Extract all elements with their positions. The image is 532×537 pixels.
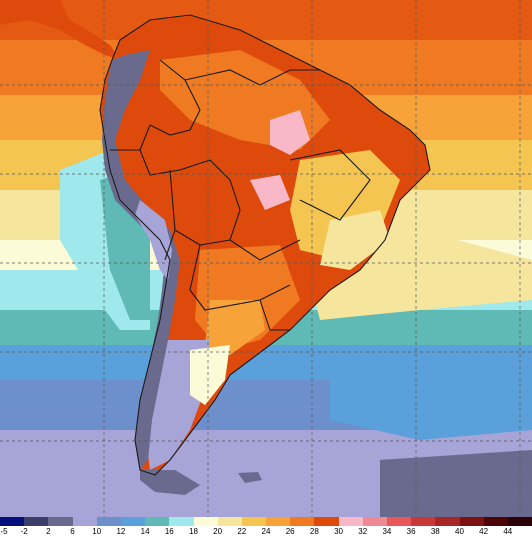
legend-tick-label: 24 <box>261 527 271 536</box>
legend-swatch <box>241 517 267 526</box>
legend-tick-label: -2 <box>20 527 28 536</box>
temperature-legend: -5 -2 2 6 10 12 14 16 18 20 22 24 26 28 30 32 34 36 38 40 42… <box>0 517 532 537</box>
pampas-yellow <box>205 300 265 355</box>
legend-swatch <box>459 517 484 526</box>
legend-swatch <box>217 517 242 526</box>
legend-tick-label: 26 <box>285 527 295 536</box>
legend-tick-label: 40 <box>455 527 464 536</box>
legend-swatch <box>145 517 170 526</box>
legend-tick-label: 6 <box>70 527 75 536</box>
legend-swatch <box>193 517 218 526</box>
temperature-map <box>0 0 532 517</box>
legend-swatch <box>314 517 339 526</box>
legend-tick-label: 34 <box>382 527 392 536</box>
patagonia-cream <box>190 345 230 405</box>
legend-tick-label: 12 <box>116 527 126 536</box>
legend-swatch <box>0 517 25 526</box>
country-borders <box>99 14 431 476</box>
legend-swatch <box>483 517 508 526</box>
legend-tick-label: 28 <box>309 527 319 536</box>
legend-tick-label: 30 <box>334 527 343 536</box>
brazil-coast-pale <box>320 210 390 270</box>
legend-swatch <box>48 517 73 526</box>
legend-tick-label: 20 <box>213 527 223 536</box>
legend-swatch <box>507 517 532 526</box>
legend-tick-label: 36 <box>406 527 416 536</box>
graticule <box>0 0 532 517</box>
legend-tick-label: 18 <box>189 527 198 536</box>
legend-tick-label: 16 <box>164 527 174 536</box>
legend-swatch <box>120 517 146 526</box>
legend-tick-label: 10 <box>92 527 102 536</box>
legend-swatch <box>266 517 291 526</box>
legend-swatch <box>290 517 315 526</box>
legend-swatch <box>387 517 412 526</box>
falkland-islands <box>238 472 262 483</box>
legend-swatch <box>338 517 363 526</box>
central-america <box>0 0 120 60</box>
legend-swatch <box>24 517 49 526</box>
tierra-del-fuego <box>140 470 200 495</box>
legend-tick-label: 32 <box>358 527 368 536</box>
legend-swatch <box>72 517 97 526</box>
legend-tick-label: 42 <box>479 527 489 536</box>
legend-tick-label: 22 <box>237 527 247 536</box>
atlantic-cool-patch <box>330 370 532 440</box>
legend-tick-label: 2 <box>46 527 51 536</box>
legend-swatch <box>169 517 194 526</box>
legend-swatch <box>435 517 460 526</box>
legend-color-bar <box>0 517 532 526</box>
legend-swatch <box>411 517 436 526</box>
legend-swatch <box>362 517 387 526</box>
andes-strip <box>102 50 180 470</box>
legend-swatch <box>96 517 121 526</box>
andes-highlight <box>135 200 172 280</box>
legend-tick-label: 14 <box>140 527 150 536</box>
pink-hotspot-2 <box>250 175 290 210</box>
southern-dark-patch <box>380 450 532 517</box>
pink-hotspot-1 <box>270 110 310 155</box>
legend-tick-label: 44 <box>503 527 513 536</box>
legend-tick-label: -5 <box>0 527 8 536</box>
legend-tick-label: 38 <box>430 527 440 536</box>
